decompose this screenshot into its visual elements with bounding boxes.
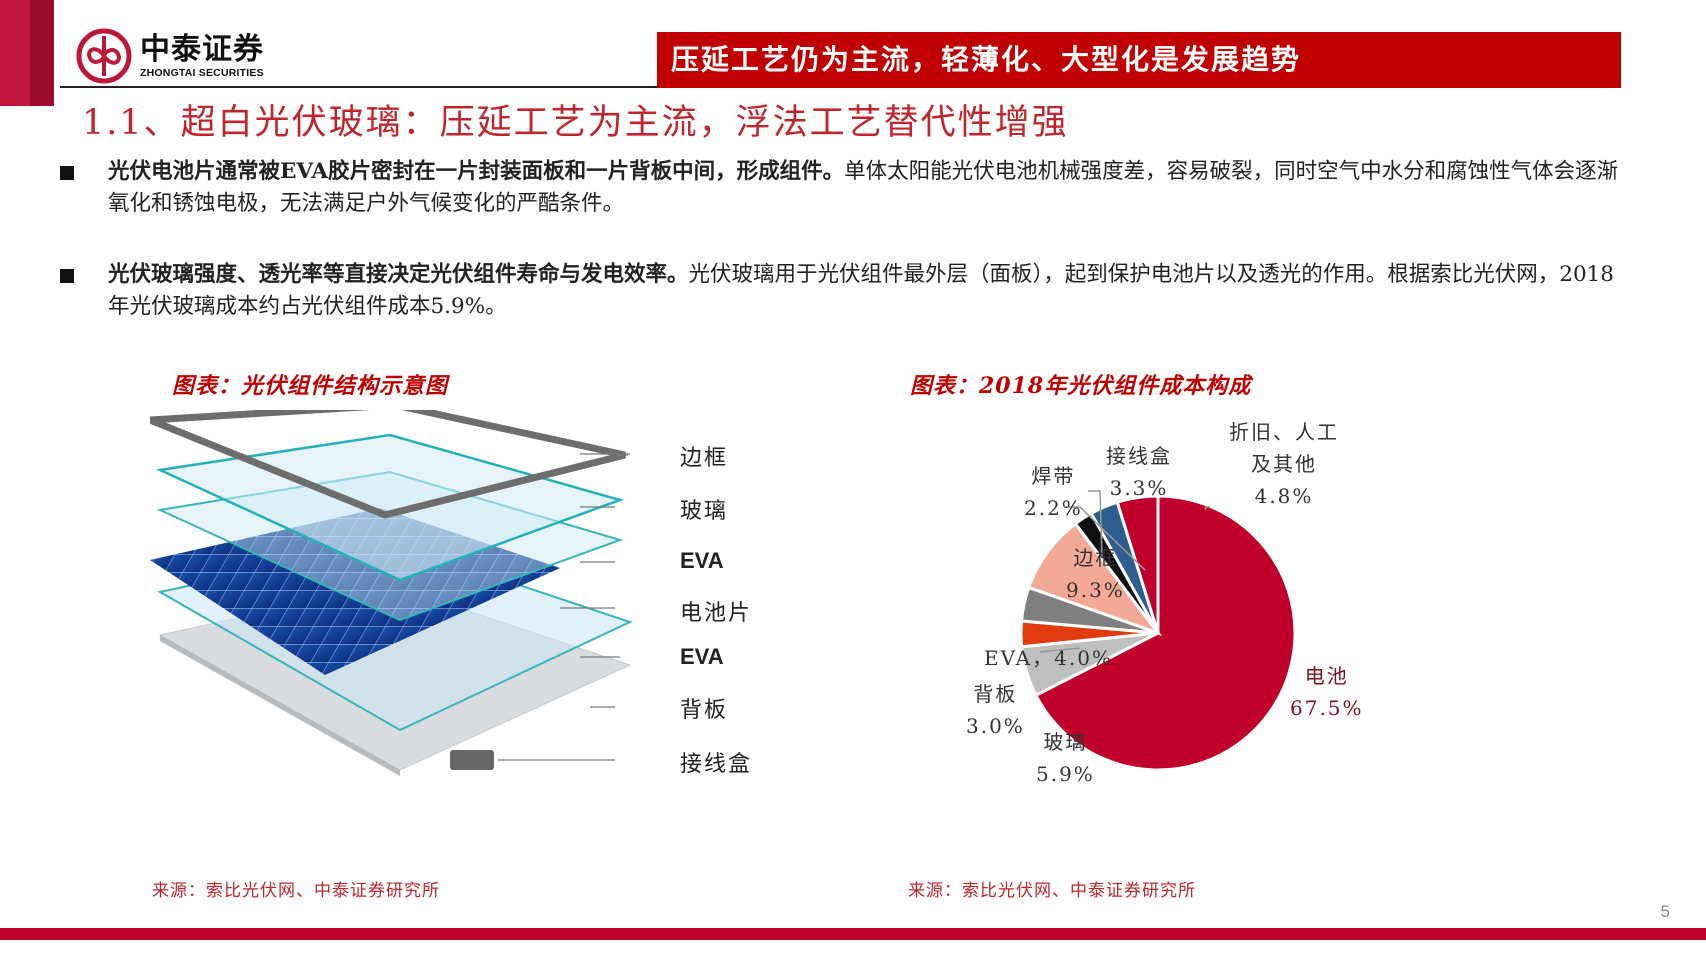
pie-label-eva: EVA，4.0% bbox=[984, 646, 1113, 670]
source-note-left: 来源：索比光伏网、中泰证券研究所 bbox=[152, 881, 440, 901]
pie-label-backsheet: 背板 3.0% bbox=[966, 682, 1025, 738]
layer-label-backsheet: 背板 bbox=[680, 698, 729, 723]
bullet-1-bold: 光伏电池片通常被EVA胶片密封在一片封装面板和一片背板中间，形成组件。 bbox=[108, 159, 845, 184]
zhongtai-logo-icon bbox=[76, 28, 132, 84]
bullet-point-1: 光伏电池片通常被EVA胶片密封在一片封装面板和一片背板中间，形成组件。单体太阳能… bbox=[60, 156, 1620, 220]
pie-label-ribbon: 焊带 2.2% bbox=[1024, 464, 1083, 520]
bullet-square-icon bbox=[60, 166, 74, 180]
layer-label-cell: 电池片 bbox=[680, 601, 753, 626]
solar-module-diagram: 边框 玻璃 EVA 电池片 EVA 背板 接线盒 bbox=[148, 401, 810, 860]
pie-label-frame: 边框 9.3% bbox=[1066, 546, 1125, 602]
pie-slice bbox=[1033, 494, 1297, 772]
pie-label-junction-box: 接线盒 3.3% bbox=[1106, 444, 1172, 500]
layer-label-glass: 玻璃 bbox=[680, 499, 729, 524]
layer-label-eva-lower: EVA bbox=[680, 644, 724, 669]
section-title: 1.1、超白光伏玻璃：压延工艺为主流，浮法工艺替代性增强 bbox=[82, 103, 1069, 143]
figure-title-structure: 图表：光伏组件结构示意图 bbox=[172, 373, 449, 399]
layer-label-junction-box: 接线盒 bbox=[680, 752, 753, 777]
source-note-right: 来源：索比光伏网、中泰证券研究所 bbox=[908, 881, 1196, 901]
bullet-square-icon bbox=[60, 269, 74, 283]
cost-pie-chart: 电池 67.5% 玻璃 5.9% 背板 3.0% EVA，4.0% 边框 9.3% 焊带… bbox=[940, 410, 1440, 850]
header-divider bbox=[60, 86, 660, 88]
footer-accent-bar bbox=[0, 928, 1706, 940]
pie-slice bbox=[1026, 521, 1163, 637]
solar-module-layers-illustration bbox=[148, 401, 633, 776]
figure-title-cost: 图表：2018年光伏组件成本构成 bbox=[910, 373, 1252, 399]
brand-logo: 中泰证券 ZHONGTAI SECURITIES bbox=[76, 28, 264, 84]
layer-label-eva-upper: EVA bbox=[680, 548, 724, 573]
bullet-1-text: 单体太阳能光伏电池机械强度差，容易破裂，同时空气中水分和腐蚀性气体会逐渐氧化和锈… bbox=[108, 159, 1619, 216]
bullet-2-bold: 光伏玻璃强度、透光率等直接决定光伏组件寿命与发电效率。 bbox=[108, 262, 689, 287]
pie-chart-svg bbox=[1019, 490, 1297, 772]
brand-name-cn: 中泰证券 bbox=[140, 32, 264, 67]
pie-label-glass: 玻璃 5.9% bbox=[1036, 730, 1095, 786]
bullet-2-text: 光伏玻璃用于光伏组件最外层（面板），起到保护电池片以及透光的作用。根据索比光伏网… bbox=[108, 262, 1614, 319]
pie-slice bbox=[1115, 494, 1160, 634]
pie-label-other: 折旧、人工及其他 4.8% bbox=[1229, 420, 1339, 508]
pie-label-cell: 电池 67.5% bbox=[1290, 664, 1364, 720]
bullet-point-2: 光伏玻璃强度、透光率等直接决定光伏组件寿命与发电效率。光伏玻璃用于光伏组件最外层… bbox=[60, 259, 1620, 323]
corner-accent-bar-dark bbox=[30, 0, 54, 106]
page-number: 5 bbox=[1660, 902, 1670, 921]
title-banner: 压延工艺仍为主流，轻薄化、大型化是发展趋势 bbox=[657, 32, 1621, 88]
layer-label-frame: 边框 bbox=[680, 446, 729, 471]
brand-name-en: ZHONGTAI SECURITIES bbox=[140, 67, 264, 79]
